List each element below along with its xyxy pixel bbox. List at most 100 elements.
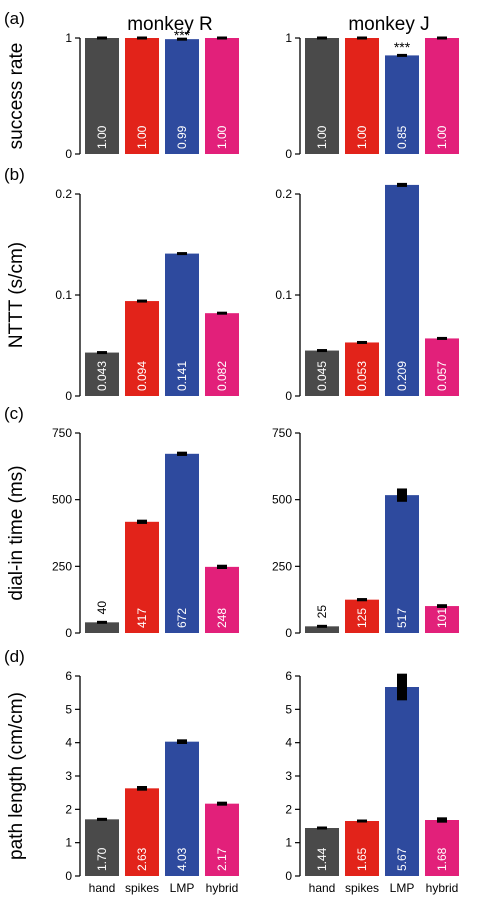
error-bar-spikes bbox=[137, 36, 147, 40]
y-tick-label: 0 bbox=[285, 869, 292, 883]
bar-hybrid bbox=[425, 820, 459, 876]
value-label-hand: 1.00 bbox=[315, 125, 329, 149]
chart-6: 0 250 500 750 25 125 517 101 bbox=[272, 426, 459, 640]
y-tick-label: 0.1 bbox=[55, 288, 72, 302]
error-bar-spikes bbox=[137, 786, 147, 791]
y-tick-label: 2 bbox=[285, 802, 292, 816]
y-tick-label: 6 bbox=[65, 669, 72, 683]
error-bar-spikes bbox=[137, 519, 147, 524]
error-bar-hybrid bbox=[437, 817, 447, 823]
bar-spikes bbox=[125, 521, 159, 633]
error-bar-LMP bbox=[397, 53, 407, 57]
y-axis-label: success rate bbox=[6, 43, 27, 150]
error-bar-hand bbox=[317, 36, 327, 40]
bar-spikes bbox=[345, 599, 379, 633]
value-label-LMP: 672 bbox=[175, 608, 189, 628]
error-bar-hand bbox=[317, 826, 327, 830]
value-label-hand: 0.043 bbox=[95, 361, 109, 391]
value-label-LMP: 4.03 bbox=[175, 847, 189, 871]
y-tick-label: 3 bbox=[65, 769, 72, 783]
error-bar-hand bbox=[97, 620, 107, 624]
y-tick-label: 0 bbox=[285, 626, 292, 640]
error-bar-hand bbox=[97, 351, 107, 355]
column-title-monkey-r: monkey R bbox=[127, 14, 213, 35]
value-label-LMP: 5.67 bbox=[395, 847, 409, 871]
y-tick-label: 0 bbox=[65, 147, 72, 161]
error-bar-hybrid bbox=[217, 36, 227, 40]
x-tick-label-spikes: spikes bbox=[125, 881, 159, 895]
bar-LMP bbox=[385, 55, 419, 154]
error-bar-spikes bbox=[357, 598, 367, 602]
error-bar-hybrid bbox=[217, 801, 227, 806]
bar-hand bbox=[85, 819, 119, 876]
y-axis-label: dial-in time (ms) bbox=[6, 465, 27, 600]
bar-hybrid bbox=[425, 606, 459, 633]
chart-5: 0 250 500 750 (c) dial-in time (ms) 40 417 672 24… bbox=[4, 404, 239, 640]
bar-hybrid bbox=[205, 566, 239, 633]
error-bar-LMP bbox=[177, 451, 187, 456]
error-bar-LMP bbox=[177, 252, 187, 256]
y-tick-label: 1 bbox=[285, 31, 292, 45]
value-label-spikes: 0.094 bbox=[135, 361, 149, 391]
bar-spikes bbox=[345, 38, 379, 154]
bar-spikes bbox=[125, 38, 159, 154]
y-tick-label: 250 bbox=[272, 559, 292, 573]
bar-hybrid bbox=[205, 38, 239, 154]
bar-LMP bbox=[385, 687, 419, 876]
y-tick-label: 0.1 bbox=[275, 288, 292, 302]
error-bar-LMP bbox=[177, 37, 187, 41]
y-tick-label: 2 bbox=[65, 802, 72, 816]
significance-annotation: *** bbox=[174, 27, 191, 43]
y-tick-label: 1 bbox=[285, 836, 292, 850]
error-bar-hand bbox=[97, 36, 107, 40]
error-bar-LMP bbox=[397, 182, 407, 187]
chart-8: 0 1 2 3 4 5 6 1.44 hand 1.65 spikes 5.67 LMP 1.68 hybr… bbox=[285, 669, 459, 895]
y-axis-label: NTTT (s/cm) bbox=[6, 242, 27, 348]
y-tick-label: 0 bbox=[65, 869, 72, 883]
bar-LMP bbox=[385, 184, 419, 396]
error-bar-LMP bbox=[397, 673, 407, 701]
value-label-spikes: 1.00 bbox=[355, 125, 369, 149]
value-label-hand: 25 bbox=[315, 605, 329, 619]
error-bar-hybrid bbox=[437, 36, 447, 40]
value-label-spikes: 417 bbox=[135, 608, 149, 628]
y-tick-label: 750 bbox=[52, 426, 72, 440]
error-bar-hybrid bbox=[217, 311, 227, 315]
chart-3: 0 0.1 0.2 (b) NTTT (s/cm) 0.043 0.094 0.141 0.08… bbox=[4, 165, 239, 403]
error-bar-hand bbox=[317, 349, 327, 353]
value-label-LMP: 0.99 bbox=[175, 125, 189, 149]
y-tick-label: 0.2 bbox=[55, 187, 72, 201]
y-tick-label: 5 bbox=[285, 702, 292, 716]
error-bar-hybrid bbox=[437, 336, 447, 340]
x-tick-label-spikes: spikes bbox=[345, 881, 379, 895]
value-label-hybrid: 1.00 bbox=[435, 125, 449, 149]
y-tick-label: 0.2 bbox=[275, 187, 292, 201]
bar-spikes bbox=[125, 301, 159, 396]
error-bar-LMP bbox=[177, 739, 187, 744]
y-tick-label: 1 bbox=[65, 31, 72, 45]
bar-hybrid bbox=[425, 38, 459, 154]
panel-label: (d) bbox=[4, 647, 25, 666]
bar-hybrid bbox=[205, 313, 239, 396]
y-axis-label: path length (cm/cm) bbox=[6, 692, 27, 860]
value-label-hand: 40 bbox=[95, 601, 109, 615]
value-label-spikes: 1.00 bbox=[135, 125, 149, 149]
bar-hand bbox=[305, 38, 339, 154]
x-tick-label-LMP: LMP bbox=[390, 881, 415, 895]
x-tick-label-hand: hand bbox=[89, 881, 116, 895]
bar-spikes bbox=[345, 821, 379, 876]
significance-annotation: *** bbox=[394, 39, 411, 55]
x-tick-label-hand: hand bbox=[309, 881, 336, 895]
value-label-LMP: 0.85 bbox=[395, 125, 409, 149]
value-label-hybrid: 2.17 bbox=[215, 847, 229, 871]
y-tick-label: 0 bbox=[285, 147, 292, 161]
y-tick-label: 500 bbox=[52, 493, 72, 507]
chart-1: 0 1 (a) success rate 1.00 1.00 0.99 1.00 *** bbox=[4, 9, 239, 161]
x-tick-label-hybrid: hybrid bbox=[206, 881, 239, 895]
value-label-LMP: 0.209 bbox=[395, 361, 409, 391]
bar-LMP bbox=[385, 495, 419, 633]
chart-4: 0 0.1 0.2 0.045 0.053 0.209 0.057 bbox=[275, 182, 459, 403]
error-bar-spikes bbox=[357, 340, 367, 344]
panel-label: (b) bbox=[4, 165, 25, 184]
error-bar-LMP bbox=[397, 488, 407, 502]
